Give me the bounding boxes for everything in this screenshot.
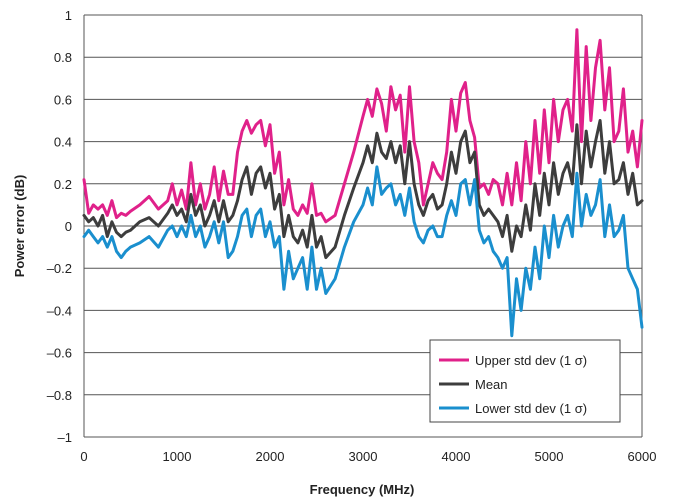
y-tick-label: –0.4 bbox=[47, 303, 72, 318]
y-tick-label: –1 bbox=[58, 430, 72, 445]
series-line-mean bbox=[82, 119, 644, 260]
legend: Upper std dev (1 σ) Mean Lower std dev (… bbox=[429, 339, 621, 423]
y-axis-title: Power error (dB) bbox=[12, 175, 27, 278]
y-axis-ticks: 1 0.8 0.6 0.4 0.2 0 –0.2 –0.4 –0.6 –0.8 –1 bbox=[47, 8, 72, 445]
y-tick-label: 0.2 bbox=[54, 177, 72, 192]
legend-label-lower: Lower std dev (1 σ) bbox=[475, 401, 587, 416]
x-axis-ticks: 0 1000 2000 3000 4000 5000 6000 bbox=[80, 449, 656, 464]
y-tick-label: –0.8 bbox=[47, 388, 72, 403]
x-tick-label: 4000 bbox=[442, 449, 471, 464]
x-axis-title: Frequency (MHz) bbox=[310, 482, 415, 497]
y-tick-label: –0.6 bbox=[47, 346, 72, 361]
series-line-lower bbox=[82, 165, 644, 338]
x-tick-label: 0 bbox=[80, 449, 87, 464]
y-tick-label: 1 bbox=[65, 8, 72, 23]
x-tick-label: 2000 bbox=[256, 449, 285, 464]
y-tick-label: 0 bbox=[65, 219, 72, 234]
y-tick-label: 0.4 bbox=[54, 135, 72, 150]
x-tick-label: 5000 bbox=[535, 449, 564, 464]
x-tick-label: 3000 bbox=[349, 449, 378, 464]
x-tick-label: 6000 bbox=[628, 449, 657, 464]
series-lines bbox=[82, 28, 644, 338]
x-tick-label: 1000 bbox=[163, 449, 192, 464]
legend-label-upper: Upper std dev (1 σ) bbox=[475, 353, 587, 368]
y-tick-label: 0.6 bbox=[54, 92, 72, 107]
y-tick-label: 0.8 bbox=[54, 50, 72, 65]
legend-label-mean: Mean bbox=[475, 377, 508, 392]
y-tick-label: –0.2 bbox=[47, 261, 72, 276]
series-line-upper bbox=[82, 28, 644, 224]
